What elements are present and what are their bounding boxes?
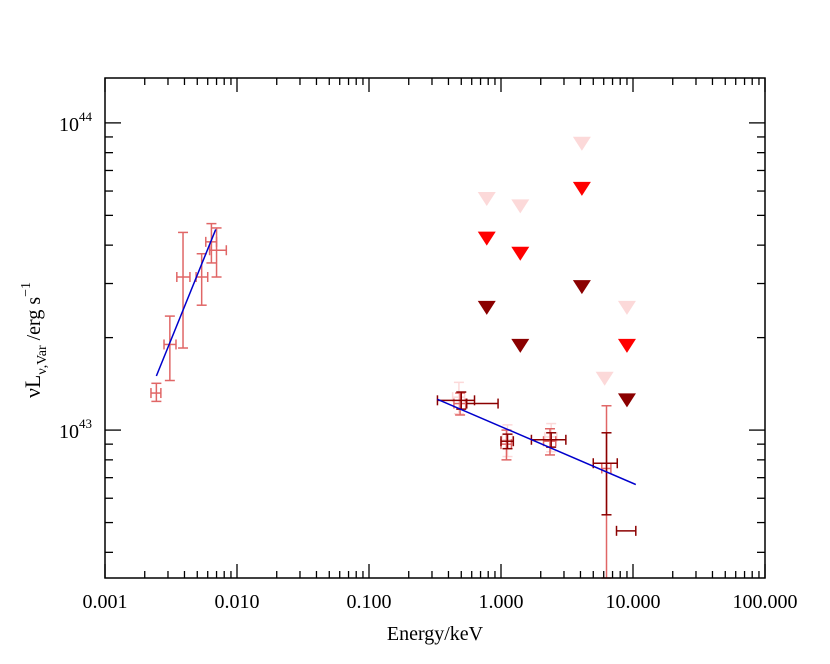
fit-line [437, 398, 637, 486]
x-tick-label: 0.010 [215, 591, 260, 613]
plot-frame [104, 77, 766, 579]
y-axis-title-main: νL [20, 375, 45, 398]
fit-line [155, 229, 217, 377]
y-tick-base: 10 [59, 114, 79, 136]
y-axis-title-exp: −1 [19, 282, 34, 297]
data-point [465, 398, 499, 409]
upper-limit-marker [617, 338, 636, 353]
x-tick-label: 0.100 [347, 591, 392, 613]
y-tick-label: 1044 [59, 109, 93, 136]
y-axis-title: νLν,Var /erg s−1 [19, 282, 50, 398]
data-point [500, 433, 515, 450]
labels-layer: Energy/keV νLν,Var /erg s−1 [19, 282, 484, 645]
x-tick-label: 10.000 [606, 591, 661, 613]
y-tick-label: 1043 [59, 416, 92, 443]
upper-limit-marker [477, 192, 496, 207]
y-tick-exp: 44 [79, 109, 93, 124]
axes-layer: 0.001 0.010 0.100 1.000 10.000 100.0001043104… [59, 77, 798, 613]
upper-limit-marker [511, 338, 530, 353]
y-axis-title-unit: /erg s [23, 297, 45, 346]
upper-limit-marker [617, 300, 636, 315]
y-tick-base: 10 [59, 421, 79, 443]
upper-limit-marker [572, 181, 591, 196]
x-axis-title: Energy/keV [387, 623, 484, 645]
upper-limit-marker [572, 136, 591, 151]
data-point [208, 227, 228, 278]
data-point [592, 432, 619, 516]
upper-limit-marker [572, 280, 591, 295]
data-layer [150, 136, 637, 579]
x-tick-label: 100.000 [733, 591, 798, 613]
data-point [176, 231, 191, 349]
y-axis-title-sub: ν,Var [35, 345, 50, 375]
x-tick-label: 0.001 [83, 591, 128, 613]
upper-limit-marker [511, 199, 530, 214]
upper-limit-marker [595, 371, 614, 386]
data-point [150, 382, 162, 403]
data-point [615, 525, 637, 536]
x-tick-label: 1.000 [479, 591, 524, 613]
data-point [163, 315, 177, 382]
data-point [530, 432, 567, 448]
y-tick-exp: 43 [79, 416, 92, 431]
upper-limit-marker [477, 231, 496, 246]
upper-limit-marker [617, 393, 636, 408]
upper-limit-marker [511, 246, 530, 261]
upper-limit-marker [477, 300, 496, 315]
data-point [195, 252, 209, 306]
